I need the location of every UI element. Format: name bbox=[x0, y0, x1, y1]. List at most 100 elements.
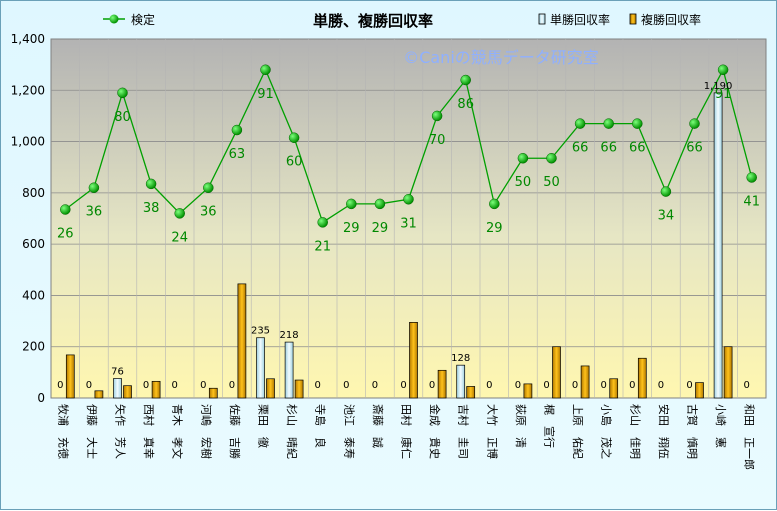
chart-title: 単勝、複勝回収率 bbox=[313, 12, 433, 30]
x-tick-label: 和田 正一郎 bbox=[743, 404, 757, 470]
x-tick-label: 荻原 清 bbox=[514, 404, 527, 448]
x-tick-label: 田村 康仁 bbox=[400, 404, 414, 459]
kentei-value-label: 91 bbox=[257, 87, 274, 102]
tansho-value-label: 0 bbox=[515, 380, 521, 391]
kentei-point bbox=[260, 64, 271, 76]
kentei-point bbox=[689, 118, 700, 129]
fukusho-bar bbox=[695, 382, 704, 399]
x-tick-label: 小島 茂之 bbox=[600, 404, 614, 459]
fukusho-bar bbox=[723, 346, 733, 399]
y-tick-label: 1,000 bbox=[11, 135, 45, 149]
kentei-point bbox=[203, 182, 214, 193]
bars bbox=[65, 92, 733, 399]
tansho-value-label: 0 bbox=[486, 380, 492, 391]
legend-fukusho: 複勝回収率 bbox=[629, 12, 701, 27]
legend-swatch-fukusho bbox=[629, 13, 637, 25]
x-tick-label: 古賀 慎明 bbox=[686, 404, 700, 459]
tansho-value-label: 1,190 bbox=[704, 81, 733, 92]
kentei-point bbox=[174, 208, 185, 219]
kentei-point bbox=[231, 124, 243, 136]
tansho-value-label: 0 bbox=[400, 380, 406, 391]
x-tick-label: 大竹 正博 bbox=[485, 404, 499, 459]
fukusho-bar bbox=[151, 380, 161, 399]
tansho-value-label: 0 bbox=[543, 380, 549, 391]
x-tick-label: 梶 宣行 bbox=[543, 404, 557, 448]
y-tick-label: 200 bbox=[22, 340, 45, 354]
tansho-value-label: 0 bbox=[629, 380, 635, 391]
kentei-value-label: 29 bbox=[486, 221, 503, 236]
kentei-point bbox=[145, 178, 157, 190]
x-tick-label: 池江 泰寿 bbox=[342, 404, 356, 459]
legend-label-kentei: 検定 bbox=[131, 12, 155, 27]
tansho-bar bbox=[113, 378, 122, 399]
kentei-point bbox=[574, 118, 586, 129]
kentei-point bbox=[717, 64, 729, 76]
kentei-point bbox=[489, 198, 500, 210]
tansho-value-label: 76 bbox=[111, 367, 124, 378]
kentei-line: 26 36 80 38 24 36 63 91 60 21 29 29 31 70 86 29 50 50 66 66… bbox=[57, 64, 760, 254]
y-tick-label: 1,200 bbox=[11, 83, 45, 97]
kentei-point bbox=[460, 74, 471, 86]
tansho-value-label: 0 bbox=[57, 380, 63, 391]
legend-dot-swatch bbox=[109, 14, 119, 24]
kentei-value-label: 24 bbox=[171, 230, 188, 245]
kentei-point bbox=[660, 186, 672, 197]
tansho-value-label: 235 bbox=[251, 326, 270, 337]
tansho-value-label: 218 bbox=[280, 330, 299, 341]
fukusho-bar bbox=[580, 365, 590, 399]
tansho-value-label: 0 bbox=[172, 380, 178, 391]
kentei-value-label: 80 bbox=[114, 110, 131, 125]
tansho-value-label: 0 bbox=[200, 380, 206, 391]
kentei-value-label: 66 bbox=[686, 141, 703, 156]
x-tick-label: 栗田 徹 bbox=[257, 404, 271, 448]
fukusho-bar bbox=[294, 379, 304, 399]
kentei-value-label: 66 bbox=[629, 141, 646, 156]
x-tick-label: 西村 真幸 bbox=[142, 404, 156, 459]
tansho-value-label: 0 bbox=[343, 380, 349, 391]
tansho-value-label: 0 bbox=[315, 380, 321, 391]
x-tick-label: 安田 翔伍 bbox=[657, 404, 671, 459]
tansho-value-label: 0 bbox=[86, 380, 92, 391]
kentei-point bbox=[288, 132, 300, 143]
kentei-value-label: 66 bbox=[572, 141, 589, 156]
kentei-point bbox=[346, 198, 357, 210]
kentei-point bbox=[117, 87, 128, 99]
kentei-value-label: 50 bbox=[543, 175, 560, 190]
fukusho-bar bbox=[208, 387, 218, 399]
y-tick-label: 1,400 bbox=[11, 32, 45, 46]
fukusho-bar bbox=[237, 283, 247, 399]
watermark-text: ©Caniの競馬データ研究室 bbox=[403, 48, 599, 67]
x-tick-label: 寺島 良 bbox=[314, 404, 328, 448]
tansho-value-label: 128 bbox=[451, 353, 470, 364]
x-tick-label: 杉山 晴紀 bbox=[285, 404, 299, 459]
fukusho-bar bbox=[552, 346, 561, 399]
gridlines bbox=[51, 39, 766, 398]
tansho-bar bbox=[256, 337, 265, 399]
kentei-value-label: 41 bbox=[743, 194, 760, 209]
tansho-value-label: 0 bbox=[658, 380, 664, 391]
fukusho-bar bbox=[637, 357, 647, 399]
kentei-value-label: 60 bbox=[286, 155, 303, 170]
fukusho-bar bbox=[409, 322, 418, 399]
kentei-point bbox=[603, 118, 614, 129]
fukusho-bar bbox=[123, 385, 132, 399]
kentei-value-label: 29 bbox=[343, 221, 360, 236]
kentei-point bbox=[60, 204, 71, 215]
kentei-value-label: 21 bbox=[314, 239, 331, 254]
tansho-bar bbox=[713, 92, 723, 399]
kentei-point bbox=[632, 118, 643, 129]
kentei-value-label: 26 bbox=[57, 227, 74, 242]
kentei-value-label: 66 bbox=[600, 141, 617, 156]
x-tick-label: 佐藤 吉勝 bbox=[228, 404, 242, 459]
kentei-point bbox=[88, 182, 100, 193]
kentei-value-label: 91 bbox=[715, 87, 732, 102]
y-tick-label: 400 bbox=[22, 288, 45, 302]
x-tick-label: 牧浦 充徳 bbox=[56, 404, 70, 459]
tansho-bar bbox=[284, 341, 294, 399]
tansho-bar bbox=[456, 364, 466, 399]
x-tick-label: 河嶋 宏樹 bbox=[199, 404, 213, 459]
y-tick-label: 600 bbox=[22, 237, 45, 251]
tansho-value-label: 0 bbox=[686, 380, 692, 391]
